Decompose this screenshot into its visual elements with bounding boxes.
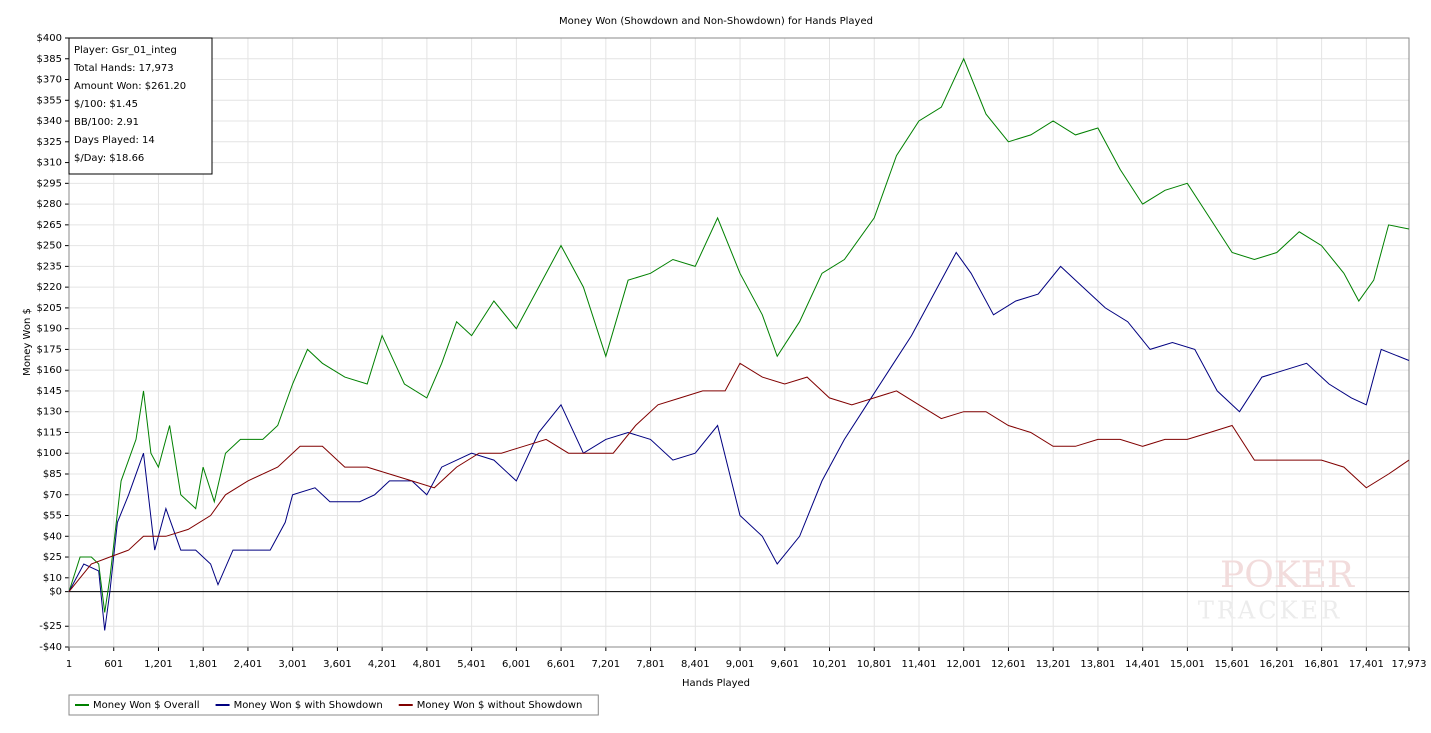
y-tick-label: -$25 xyxy=(39,621,62,632)
chart-title: Money Won (Showdown and Non-Showdown) fo… xyxy=(559,16,873,27)
y-tick-label: $235 xyxy=(37,261,62,272)
x-tick-label: 13,201 xyxy=(1036,659,1071,670)
info-text: Days Played: 14 xyxy=(74,135,155,146)
y-tick-label: $175 xyxy=(37,344,62,355)
x-tick-label: 17,973 xyxy=(1392,659,1427,670)
y-tick-label: $40 xyxy=(43,531,62,542)
info-text: $/Day: $18.66 xyxy=(74,153,144,164)
legend xyxy=(68,694,599,716)
series-line xyxy=(68,57,1410,613)
info-text: Amount Won: $261.20 xyxy=(74,81,186,92)
watermark: POKER TRACKER xyxy=(1198,555,1355,625)
y-tick-label: $250 xyxy=(37,241,62,252)
x-tick-label: 14,401 xyxy=(1125,659,1160,670)
y-tick-label: $115 xyxy=(37,427,62,438)
y-tick-label: $70 xyxy=(43,490,62,501)
x-tick-label: 3,001 xyxy=(278,659,307,670)
y-tick-label: $310 xyxy=(37,158,62,169)
y-tick-label: $160 xyxy=(37,365,62,376)
x-tick-label: 15,601 xyxy=(1215,659,1250,670)
x-tick-label: 1,201 xyxy=(144,659,173,670)
y-tick-label: $55 xyxy=(43,511,62,522)
info-text: BB/100: 2.91 xyxy=(74,117,139,128)
x-tick-label: 1,801 xyxy=(189,659,218,670)
y-tick-label: $355 xyxy=(37,95,62,106)
x-tick-label: 9,001 xyxy=(726,659,755,670)
x-tick-label: 10,801 xyxy=(857,659,892,670)
x-tick-label: 16,201 xyxy=(1259,659,1294,670)
info-text: Total Hands: 17,973 xyxy=(73,63,174,74)
x-tick-label: 7,201 xyxy=(592,659,621,670)
series-line xyxy=(68,362,1410,592)
x-tick-label: 13,801 xyxy=(1080,659,1115,670)
y-tick-label: $400 xyxy=(37,33,62,44)
x-tick-label: 15,001 xyxy=(1170,659,1205,670)
y-tick-label: $205 xyxy=(37,303,62,314)
y-tick-label: -$40 xyxy=(39,642,62,653)
x-tick-label: 6,601 xyxy=(547,659,576,670)
y-tick-label: $295 xyxy=(37,178,62,189)
x-tick-label: 8,401 xyxy=(681,659,710,670)
x-tick-label: 4,201 xyxy=(368,659,397,670)
legend-label: Money Won $ with Showdown xyxy=(234,700,383,711)
watermark-text: TRACKER xyxy=(1198,597,1342,625)
x-tick-label: 2,401 xyxy=(234,659,263,670)
legend-label: Money Won $ Overall xyxy=(93,700,200,711)
info-text: $/100: $1.45 xyxy=(74,99,138,110)
y-tick-label: $220 xyxy=(37,282,62,293)
x-tick-label: 6,001 xyxy=(502,659,531,670)
info-text: Player: Gsr_01_integ xyxy=(74,45,177,56)
y-tick-label: $10 xyxy=(43,573,62,584)
y-tick-label: $340 xyxy=(37,116,62,127)
y-axis-label: Money Won $ xyxy=(22,308,33,376)
y-tick-label: $190 xyxy=(37,324,62,335)
x-tick-label: 11,401 xyxy=(901,659,936,670)
x-tick-label: 5,401 xyxy=(457,659,486,670)
legend-label: Money Won $ without Showdown xyxy=(417,700,583,711)
plot-border xyxy=(68,37,1410,648)
info-box xyxy=(68,37,213,175)
x-tick-label: 9,601 xyxy=(770,659,799,670)
y-tick-label: $325 xyxy=(37,137,62,148)
y-tick-label: $85 xyxy=(43,469,62,480)
y-tick-label: $385 xyxy=(37,54,62,65)
y-tick-label: $0 xyxy=(49,587,62,598)
y-tick-label: $370 xyxy=(37,75,62,86)
y-tick-label: $130 xyxy=(37,407,62,418)
x-tick-label: 17,401 xyxy=(1349,659,1384,670)
watermark-text: POKER xyxy=(1220,555,1355,596)
y-tick-label: $280 xyxy=(37,199,62,210)
x-tick-label: 601 xyxy=(104,659,123,670)
x-tick-label: 16,801 xyxy=(1304,659,1339,670)
x-tick-label: 3,601 xyxy=(323,659,352,670)
y-tick-label: $265 xyxy=(37,220,62,231)
x-tick-label: 12,001 xyxy=(946,659,981,670)
x-tick-label: 10,201 xyxy=(812,659,847,670)
x-tick-label: 12,601 xyxy=(991,659,1026,670)
y-tick-label: $100 xyxy=(37,448,62,459)
x-tick-label: 4,801 xyxy=(413,659,442,670)
series-line xyxy=(68,251,1410,631)
y-tick-label: $145 xyxy=(37,386,62,397)
y-tick-label: $25 xyxy=(43,552,62,563)
x-axis-label: Hands Played xyxy=(682,678,750,689)
x-tick-label: 1 xyxy=(66,659,72,670)
x-tick-label: 7,801 xyxy=(636,659,665,670)
